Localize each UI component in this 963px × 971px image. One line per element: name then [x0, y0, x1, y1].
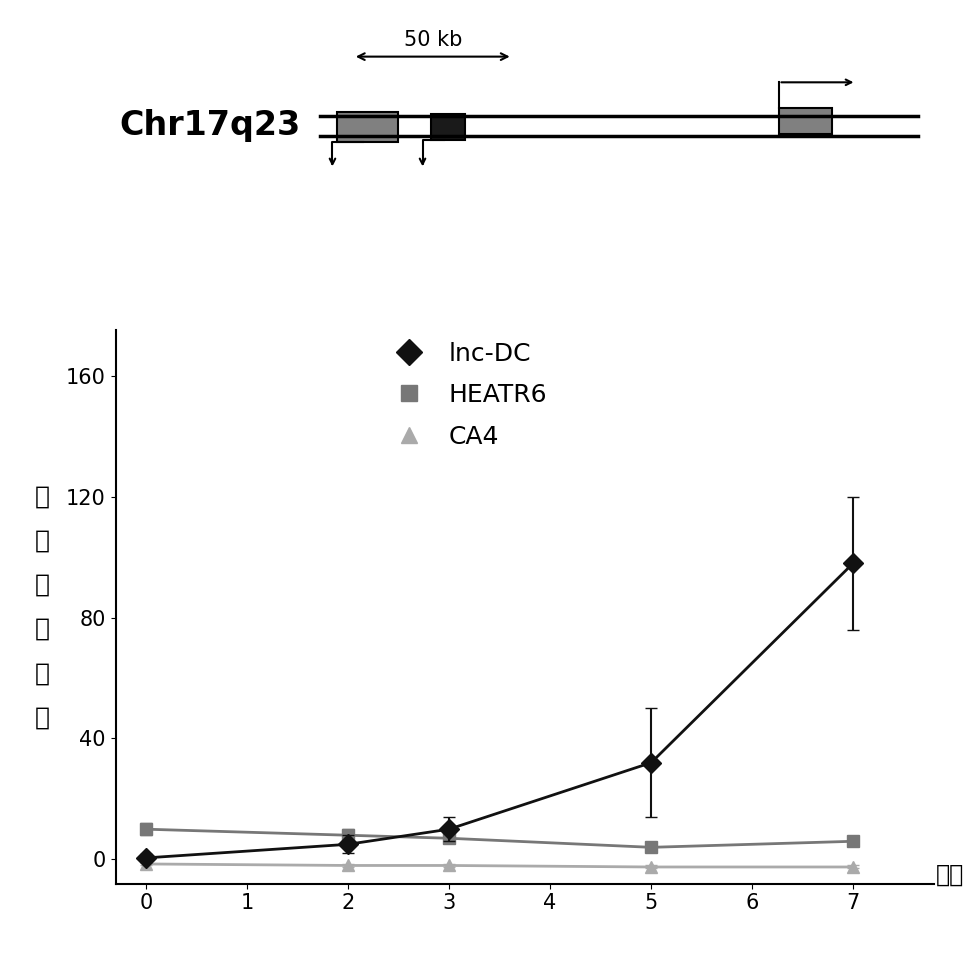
Text: 50 kb: 50 kb: [403, 29, 462, 50]
Legend: lnc-DC, HEATR6, CA4: lnc-DC, HEATR6, CA4: [374, 332, 558, 458]
Text: 表: 表: [35, 573, 49, 597]
Bar: [779, 108, 832, 134]
Text: 平: 平: [35, 706, 49, 729]
Text: 基: 基: [35, 485, 49, 508]
Text: 水: 水: [35, 661, 49, 686]
Bar: [430, 114, 465, 140]
Text: （天）: （天）: [936, 862, 963, 887]
Text: 达: 达: [35, 618, 49, 641]
Bar: [337, 112, 398, 142]
Text: 因: 因: [35, 528, 49, 552]
Text: Chr17q23: Chr17q23: [119, 110, 300, 143]
